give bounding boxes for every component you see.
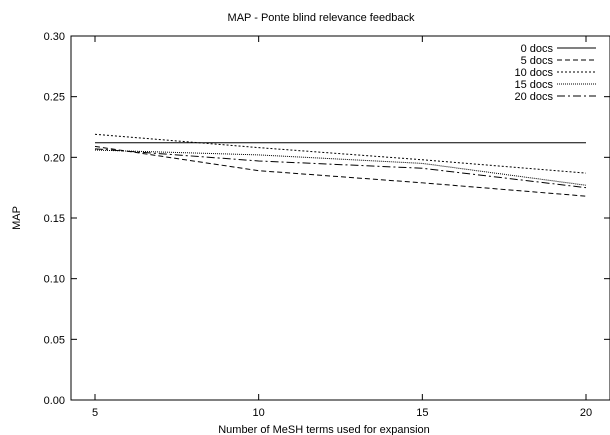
y-tick-label: 0.05 [44,334,65,346]
legend-label: 10 docs [514,67,553,79]
series-lines [94,133,587,197]
x-axis-label: Number of MeSH terms used for expansion [218,424,430,435]
series-line [94,133,587,174]
legend-label: 20 docs [514,91,553,103]
x-tick-label: 20 [580,407,592,419]
data-point [586,196,587,197]
x-tick-label: 15 [416,407,428,419]
y-tick-label: 0.30 [44,31,65,43]
x-tick-label: 5 [92,407,98,419]
axis-ticks: 0.00 0.05 0.10 0.15 0.20 0.25 0.30 5 10 15 20 [44,31,610,419]
series-line [94,148,587,189]
data-point [258,170,259,171]
legend-label: 5 docs [521,55,554,67]
legend-label: 15 docs [514,79,553,91]
y-axis-label: MAP [11,206,23,230]
y-tick-label: 0.20 [44,152,65,164]
y-tick-label: 0.00 [44,395,65,407]
series-line [94,149,587,186]
x-tick-label: 10 [253,407,265,419]
legend-label: 0 docs [521,43,554,55]
y-tick-label: 0.10 [44,274,65,286]
y-tick-label: 0.15 [44,213,65,225]
y-tick-label: 0.25 [44,92,65,104]
chart-title: MAP - Ponte blind relevance feedback [228,12,415,24]
series-line [94,145,587,197]
